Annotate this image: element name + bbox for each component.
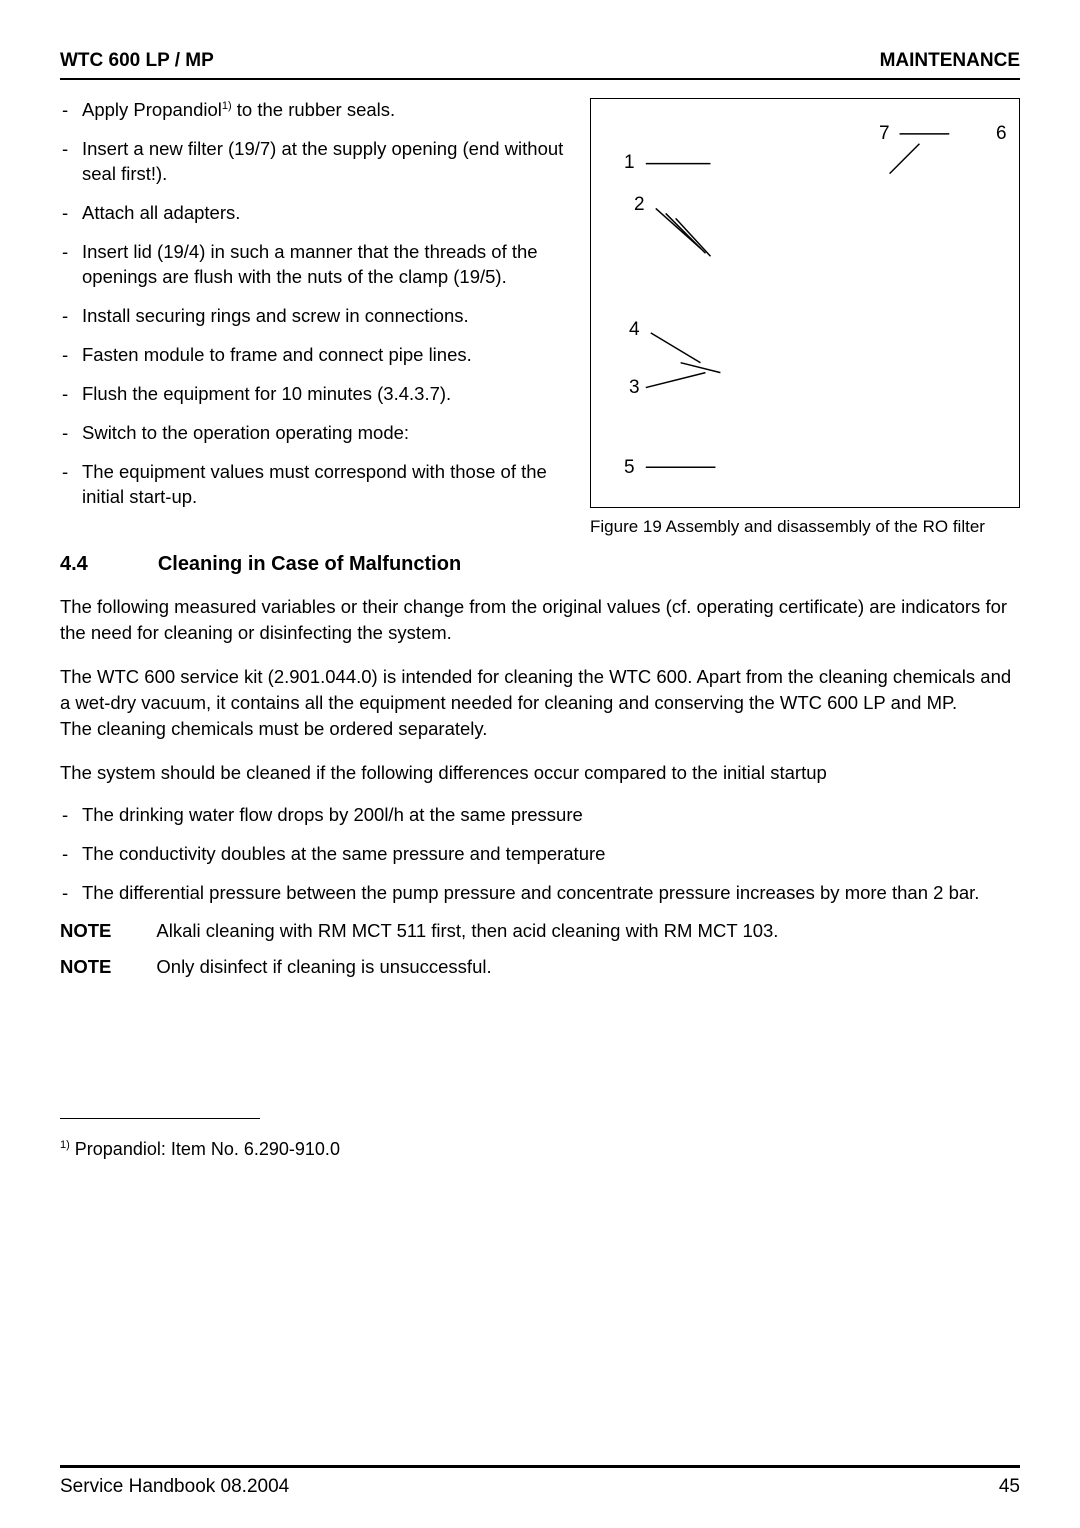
figure-diagram: 1 2 3 4 5 6 7 <box>590 98 1020 508</box>
list-item: Apply Propandiol1) to the rubber seals. <box>60 98 565 123</box>
list-item: Insert a new filter (19/7) at the supply… <box>60 137 565 187</box>
paragraph: The system should be cleaned if the foll… <box>60 760 1020 786</box>
list-item: Flush the equipment for 10 minutes (3.4.… <box>60 382 565 407</box>
list-item: Insert lid (19/4) in such a manner that … <box>60 240 565 290</box>
footnote: 1) Propandiol: Item No. 6.290-910.0 <box>60 1139 1020 1160</box>
list-item: The differential pressure between the pu… <box>60 881 1020 906</box>
header-right: MAINTENANCE <box>880 50 1020 72</box>
criteria-list: The drinking water flow drops by 200l/h … <box>60 803 1020 906</box>
list-item: The drinking water flow drops by 200l/h … <box>60 803 1020 828</box>
note-row: NOTE Only disinfect if cleaning is unsuc… <box>60 956 1020 978</box>
footnote-sup: 1) <box>60 1139 70 1151</box>
two-column-section: Apply Propandiol1) to the rubber seals. … <box>60 98 1020 538</box>
paragraph-group: The WTC 600 service kit (2.901.044.0) is… <box>60 664 1020 742</box>
note-label: NOTE <box>60 920 111 942</box>
right-column: 1 2 3 4 5 6 7 Figure 19 Assembly and dis… <box>590 98 1020 538</box>
list-item: Fasten module to frame and connect pipe … <box>60 343 565 368</box>
list-text: The differential pressure between the pu… <box>82 882 979 903</box>
list-text: Attach all adapters. <box>82 202 240 223</box>
list-item: The equipment values must correspond wit… <box>60 460 565 510</box>
callout-7: 7 <box>879 123 890 145</box>
page-header: WTC 600 LP / MP MAINTENANCE <box>60 50 1020 80</box>
superscript: 1) <box>222 100 232 112</box>
callout-2: 2 <box>634 194 645 216</box>
list-text: Insert lid (19/4) in such a manner that … <box>82 241 538 287</box>
section-title: Cleaning in Case of Malfunction <box>158 553 461 576</box>
note-text: Alkali cleaning with RM MCT 511 first, t… <box>156 920 778 942</box>
callout-3: 3 <box>629 377 640 399</box>
header-left: WTC 600 LP / MP <box>60 50 214 72</box>
list-item: Install securing rings and screw in conn… <box>60 304 565 329</box>
callout-5: 5 <box>624 457 635 479</box>
list-item: The conductivity doubles at the same pre… <box>60 842 1020 867</box>
note-row: NOTE Alkali cleaning with RM MCT 511 fir… <box>60 920 1020 942</box>
list-text: The drinking water flow drops by 200l/h … <box>82 804 583 825</box>
diagram-svg <box>591 99 1019 507</box>
callout-1: 1 <box>624 152 635 174</box>
footnote-rule <box>60 1118 260 1119</box>
list-text: Apply Propandiol <box>82 99 222 120</box>
footer-left: Service Handbook 08.2004 <box>60 1476 289 1498</box>
list-text: Fasten module to frame and connect pipe … <box>82 344 472 365</box>
callout-6: 6 <box>996 123 1007 145</box>
list-text: Switch to the operation operating mode: <box>82 422 409 443</box>
footnote-text: Propandiol: Item No. 6.290-910.0 <box>70 1139 340 1159</box>
list-text: The equipment values must correspond wit… <box>82 461 547 507</box>
left-column: Apply Propandiol1) to the rubber seals. … <box>60 98 565 538</box>
paragraph: The following measured variables or thei… <box>60 594 1020 646</box>
footer-right: 45 <box>999 1476 1020 1498</box>
list-tail: to the rubber seals. <box>232 99 396 120</box>
note-text: Only disinfect if cleaning is unsuccessf… <box>156 956 491 978</box>
list-item: Attach all adapters. <box>60 201 565 226</box>
list-text: Flush the equipment for 10 minutes (3.4.… <box>82 383 451 404</box>
section-heading: 4.4 Cleaning in Case of Malfunction <box>60 553 1020 576</box>
paragraph-text: The cleaning chemicals must be ordered s… <box>60 718 487 739</box>
list-text: Install securing rings and screw in conn… <box>82 305 469 326</box>
section-number: 4.4 <box>60 553 88 576</box>
note-label: NOTE <box>60 956 111 978</box>
paragraph-text: The WTC 600 service kit (2.901.044.0) is… <box>60 666 1011 713</box>
page-footer: Service Handbook 08.2004 45 <box>60 1465 1020 1498</box>
procedure-list: Apply Propandiol1) to the rubber seals. … <box>60 98 565 510</box>
callout-4: 4 <box>629 319 640 341</box>
figure-caption: Figure 19 Assembly and disassembly of th… <box>590 516 1020 538</box>
list-item: Switch to the operation operating mode: <box>60 421 565 446</box>
list-text: Insert a new filter (19/7) at the supply… <box>82 138 563 184</box>
list-text: The conductivity doubles at the same pre… <box>82 843 605 864</box>
